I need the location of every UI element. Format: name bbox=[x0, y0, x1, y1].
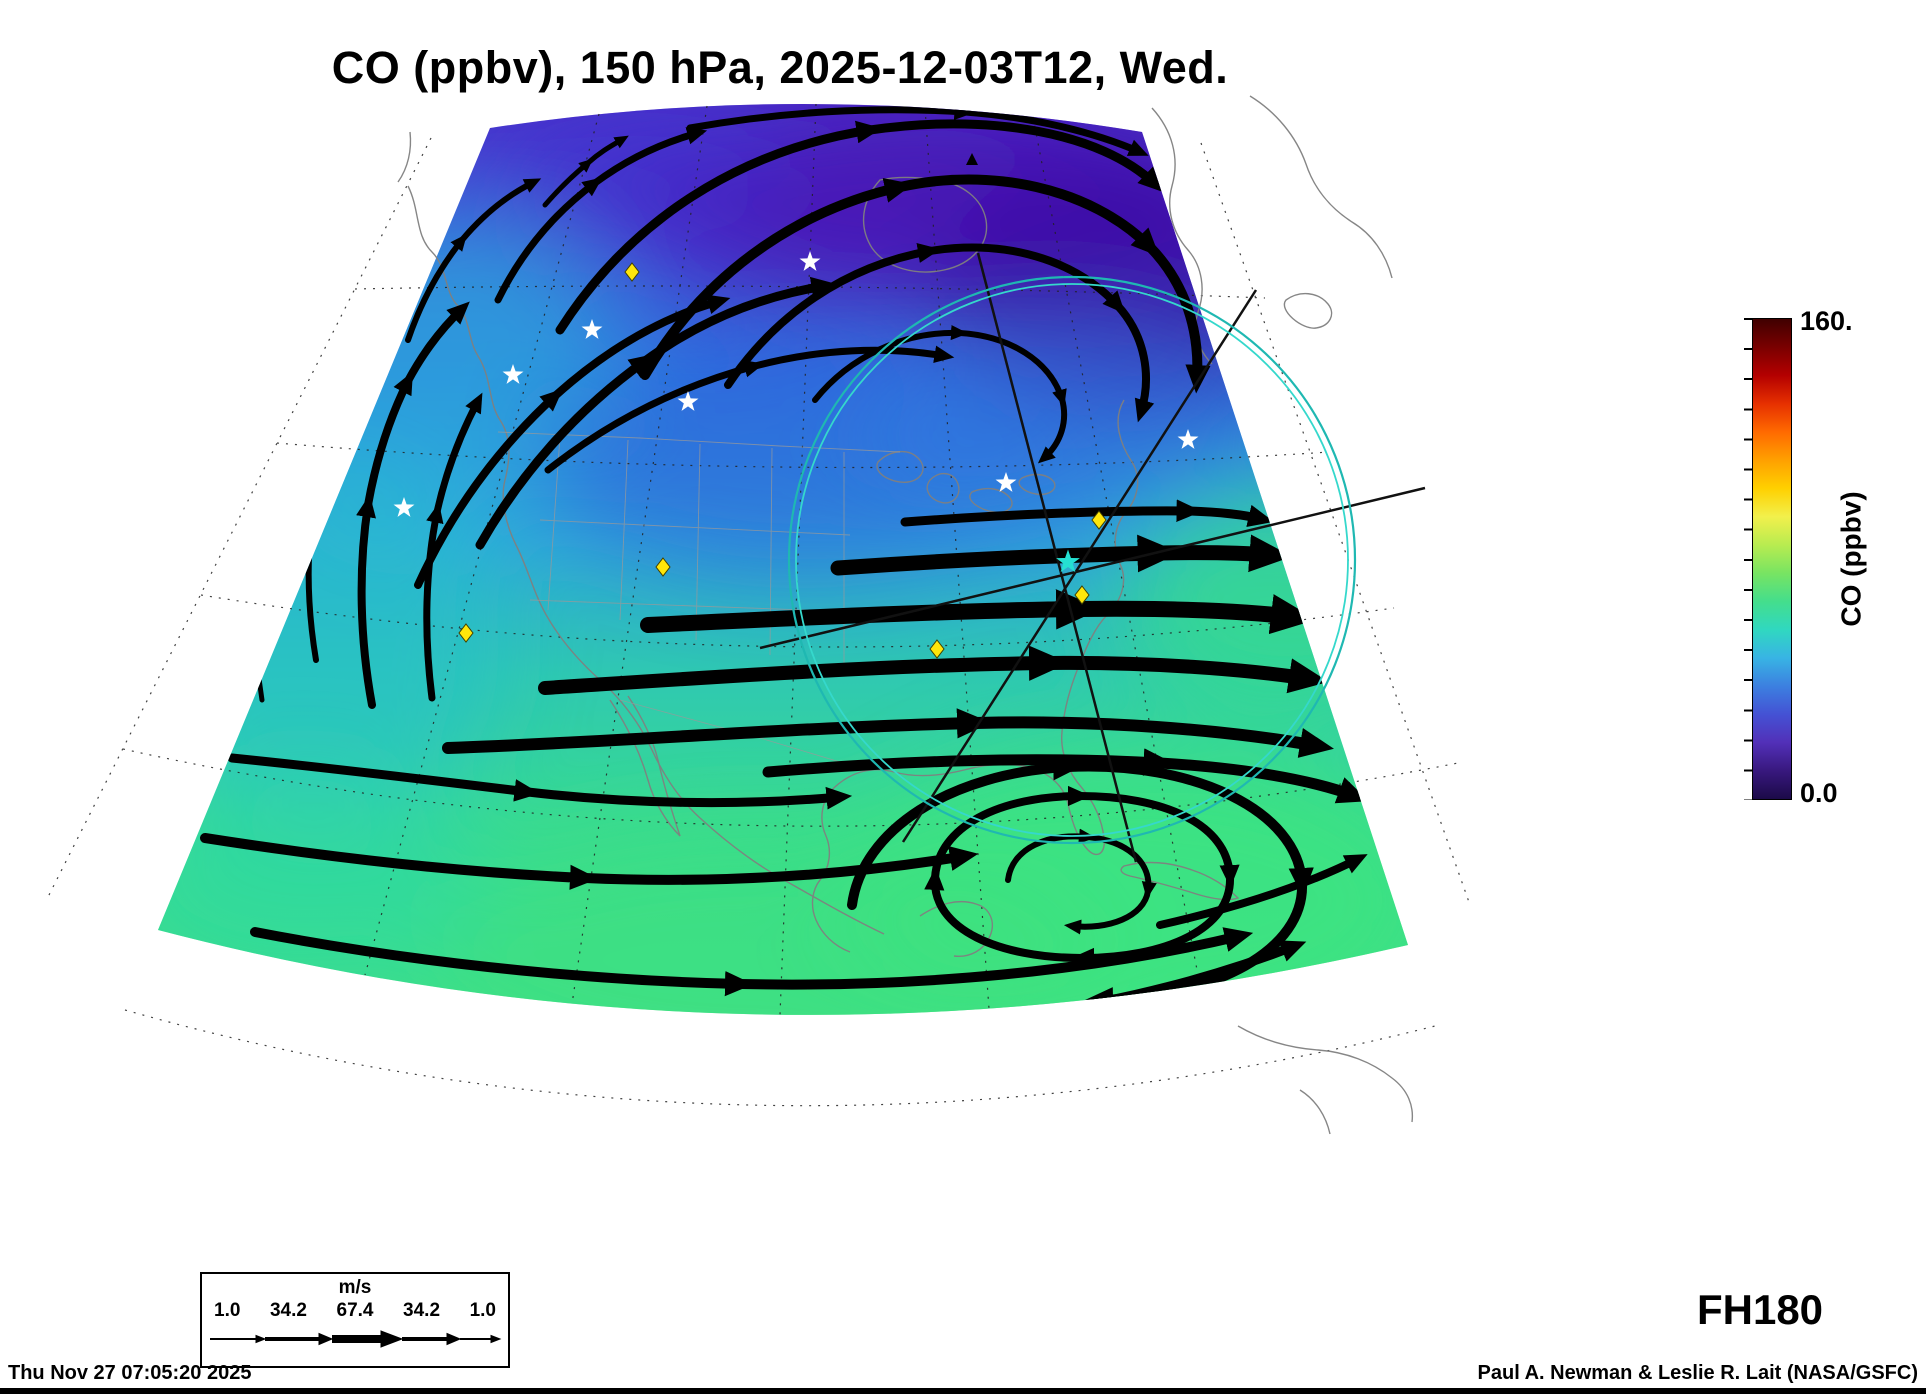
triangle-marker bbox=[966, 153, 978, 165]
streamline bbox=[423, 392, 483, 702]
streamline bbox=[1156, 854, 1368, 929]
streamline bbox=[414, 294, 731, 589]
coastline-greenland bbox=[1249, 95, 1393, 279]
streamline bbox=[253, 545, 267, 703]
trajectory-lines bbox=[759, 252, 1426, 863]
wind-speed-legend: m/s 1.0 34.2 67.4 34.2 1.0 bbox=[200, 1272, 510, 1368]
coastline-alaska bbox=[397, 131, 412, 183]
bottom-border bbox=[0, 1388, 1926, 1394]
coastline-island bbox=[1283, 293, 1333, 329]
wind-legend-unit: m/s bbox=[338, 1277, 372, 1298]
wind-legend-arrows bbox=[210, 1330, 502, 1348]
range-ring-outer bbox=[787, 275, 1357, 845]
streamline bbox=[542, 135, 629, 208]
streamline bbox=[356, 301, 470, 709]
streamline bbox=[442, 708, 1334, 758]
station-markers bbox=[393, 153, 1199, 659]
state-borders bbox=[497, 431, 901, 763]
wind-legend-value: 67.4 bbox=[336, 1300, 374, 1321]
colorbar-ticks bbox=[1744, 318, 1752, 800]
streamline-jet bbox=[640, 589, 1317, 635]
great-lake bbox=[969, 487, 1013, 513]
wind-legend-value: 1.0 bbox=[469, 1300, 496, 1321]
streamline-jet bbox=[830, 534, 1293, 576]
colorbar-gradient bbox=[1752, 318, 1792, 800]
streamline bbox=[227, 753, 853, 810]
latitude-arc bbox=[124, 1009, 1436, 1107]
great-lake bbox=[926, 473, 960, 504]
wind-streamlines bbox=[200, 103, 1369, 1015]
colorbar-min-label: 0.0 bbox=[1800, 778, 1838, 808]
colorbar-max-label: 160. bbox=[1800, 306, 1853, 336]
coastline-southeast bbox=[1299, 1089, 1331, 1135]
wind-legend-value: 34.2 bbox=[403, 1300, 441, 1321]
plot-title: CO (ppbv), 150 hPa, 2025-12-03T12, Wed. bbox=[331, 42, 1229, 93]
wind-legend-value: 34.2 bbox=[269, 1300, 307, 1321]
trajectory-line bbox=[901, 289, 1258, 843]
forecast-hour-label: FH180 bbox=[1696, 1286, 1824, 1333]
streamline bbox=[640, 174, 1211, 394]
great-lake bbox=[1018, 473, 1056, 496]
streamline bbox=[544, 345, 955, 474]
wind-legend-value: 1.0 bbox=[214, 1300, 241, 1321]
generation-timestamp: Thu Nov 27 07:05:20 2025 bbox=[8, 1362, 252, 1384]
streamline-jet bbox=[538, 645, 1329, 695]
coastline-southeast bbox=[1237, 1025, 1414, 1123]
streamline bbox=[494, 127, 708, 304]
wind-legend-values: 1.0 34.2 67.4 34.2 1.0 bbox=[202, 1300, 508, 1322]
colorbar-axis-label: CO (ppbv) bbox=[1836, 491, 1867, 627]
credit-text: Paul A. Newman & Leslie R. Lait (NASA/GS… bbox=[1477, 1362, 1918, 1384]
streamline bbox=[900, 499, 1274, 527]
range-ring bbox=[787, 275, 1357, 845]
streamline bbox=[200, 833, 979, 890]
streamline bbox=[555, 119, 1164, 335]
trajectory-line bbox=[759, 486, 1426, 650]
range-ring-inner bbox=[795, 283, 1349, 837]
trajectory-line bbox=[976, 252, 1138, 863]
streamline-vortex bbox=[924, 785, 1240, 969]
